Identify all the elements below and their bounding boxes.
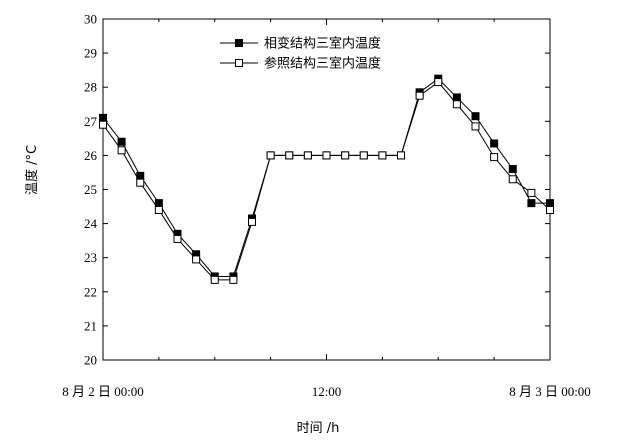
data-point-series-2 <box>248 217 256 226</box>
data-point-series-1 <box>452 93 461 102</box>
legend-marker-2 <box>235 59 243 67</box>
series-line-1 <box>102 78 550 277</box>
data-point-series-2 <box>117 146 126 155</box>
data-point-series-2 <box>527 188 536 197</box>
y-axis-title: 温度 /°C <box>24 145 40 195</box>
data-point-series-2 <box>508 175 517 184</box>
y-tick-label: 27 <box>84 114 98 129</box>
data-point-series-1 <box>99 113 107 122</box>
data-point-series-2 <box>229 275 238 284</box>
data-point-series-1 <box>490 139 499 148</box>
y-tick-label: 28 <box>84 80 97 95</box>
y-tick-label: 20 <box>84 353 97 368</box>
data-point-series-2 <box>322 151 331 160</box>
y-tick-label: 23 <box>84 250 97 265</box>
data-point-series-2 <box>173 234 182 243</box>
data-point-series-2 <box>397 151 405 160</box>
x-tick-label: 8 月 3 日 00:00 <box>509 384 591 399</box>
legend-label-1: 相变结构三室内温度 <box>264 36 381 52</box>
data-point-series-2 <box>415 91 424 100</box>
x-tick-label: 8 月 2 日 00:00 <box>62 384 144 399</box>
legend-label-2: 参照结构三室内温度 <box>264 56 381 72</box>
y-tick-label: 21 <box>84 318 97 333</box>
x-ticks: 8 月 2 日 00:00 12:00 8 月 3 日 00:00 <box>62 19 591 399</box>
series-line-2 <box>102 81 551 281</box>
data-point-series-2 <box>341 151 350 160</box>
data-point-series-2 <box>285 151 294 160</box>
series-layer <box>99 74 554 284</box>
y-ticks: 20 21 22 23 24 25 26 27 28 29 30 <box>84 12 550 368</box>
data-point-series-2 <box>546 205 554 214</box>
data-point-series-2 <box>359 151 368 160</box>
y-tick-label: 24 <box>84 216 98 231</box>
data-point-series-2 <box>154 205 163 214</box>
data-point-series-1 <box>117 137 126 146</box>
data-point-series-1 <box>508 165 517 174</box>
y-tick-label: 29 <box>84 46 97 61</box>
data-point-series-2 <box>266 151 275 160</box>
data-point-series-1 <box>471 112 480 121</box>
data-point-series-2 <box>99 120 107 129</box>
y-tick-label: 26 <box>84 148 98 163</box>
y-tick-label: 30 <box>84 12 97 27</box>
data-point-series-2 <box>378 151 387 160</box>
data-point-series-2 <box>471 122 480 131</box>
data-point-series-1 <box>527 199 536 208</box>
y-tick-label: 22 <box>84 284 97 299</box>
data-point-series-2 <box>303 151 312 160</box>
x-tick-label: 12:00 <box>312 384 342 399</box>
data-point-series-2 <box>490 153 499 162</box>
legend-marker-1 <box>235 39 243 47</box>
x-axis-title: 时间 /h <box>297 421 340 436</box>
data-point-series-2 <box>136 178 145 187</box>
data-point-series-2 <box>452 100 461 109</box>
data-point-series-2 <box>192 255 201 264</box>
data-point-series-2 <box>210 275 219 284</box>
data-point-series-2 <box>434 78 443 87</box>
data-point-series-1 <box>546 199 554 208</box>
y-tick-label: 25 <box>84 182 97 197</box>
